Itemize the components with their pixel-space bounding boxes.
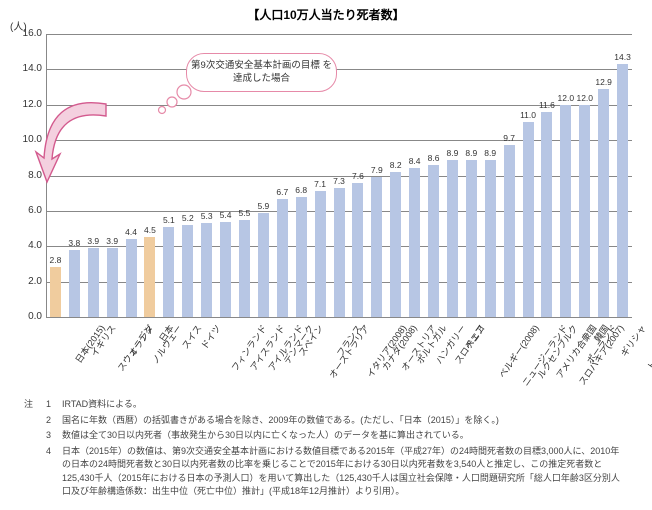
bar-value: 6.8 — [295, 185, 307, 195]
bar-value: 3.9 — [106, 236, 118, 246]
ytick-label: 16.0 — [18, 28, 42, 39]
bar — [277, 199, 288, 318]
annotation-bubble: 第9次交通安全基本計画の目標 を達成した場合 — [186, 53, 337, 92]
ytick-label: 0.0 — [18, 311, 42, 322]
highlight-arrow — [34, 96, 124, 196]
ytick-label: 14.0 — [18, 63, 42, 74]
ytick-label: 2.0 — [18, 276, 42, 287]
bar-value: 5.3 — [201, 211, 213, 221]
bar — [371, 177, 382, 317]
bar — [258, 213, 269, 317]
bar — [523, 122, 534, 317]
bar — [201, 223, 212, 317]
bar-value: 8.6 — [428, 153, 440, 163]
footnote-row: 2国名に年数（西暦）の括弧書きがある場合を除き、2009年の数値である。(ただし… — [24, 414, 626, 428]
chart-title: 【人口10万人当たり死者数】 — [0, 0, 652, 25]
footnote-row: 注1IRTAD資料による。 — [24, 398, 626, 412]
bar — [579, 105, 590, 317]
bar-value: 4.4 — [125, 227, 137, 237]
bar-value: 5.1 — [163, 215, 175, 225]
bar — [352, 183, 363, 317]
footnote-row: 4日本（2015年）の数値は、第9次交通安全基本計画における数値目標である201… — [24, 445, 626, 499]
bubble-tail — [154, 80, 194, 120]
bar — [69, 250, 80, 317]
bar-value: 2.8 — [50, 255, 62, 265]
bar-value: 11.6 — [539, 100, 555, 110]
bar-value: 5.2 — [182, 213, 194, 223]
x-label: スイス — [178, 322, 204, 351]
x-categories: 日本(2015)イギリススウェーデンオランダノルウェー日本スイスドイツフィンラン… — [46, 320, 632, 390]
bar — [50, 267, 61, 317]
bar — [409, 168, 420, 317]
bar-value: 8.9 — [465, 148, 477, 158]
ytick-label: 6.0 — [18, 205, 42, 216]
bar-value: 14.3 — [614, 52, 631, 62]
bar — [182, 225, 193, 317]
bar-value: 8.4 — [409, 156, 421, 166]
bar — [390, 172, 401, 317]
footnotes: 注1IRTAD資料による。 2国名に年数（西暦）の括弧書きがある場合を除き、200… — [22, 396, 628, 501]
bar-value: 7.3 — [333, 176, 345, 186]
bar — [220, 222, 231, 318]
bubble-text: 第9次交通安全基本計画の目標 を達成した場合 — [187, 60, 336, 85]
bar — [447, 160, 458, 317]
x-axis — [46, 317, 632, 318]
bar — [315, 191, 326, 317]
bar — [504, 145, 515, 317]
bar — [126, 239, 137, 317]
bar-value: 7.6 — [352, 171, 364, 181]
bar-value: 12.0 — [576, 93, 593, 103]
bar-value: 3.8 — [68, 238, 80, 248]
bar-value: 7.1 — [314, 179, 326, 189]
bar-value: 8.9 — [484, 148, 496, 158]
x-label: チェコ — [462, 322, 488, 352]
bar — [163, 227, 174, 317]
bar — [107, 248, 118, 317]
chart-page: 【人口10万人当たり死者数】 (人) 0.02.04.06.08.010.012… — [0, 0, 652, 510]
bar-value: 12.0 — [558, 93, 575, 103]
bar — [334, 188, 345, 317]
bar — [617, 64, 628, 317]
bar-value: 7.9 — [371, 165, 383, 175]
bar — [466, 160, 477, 317]
bar-value: 5.9 — [257, 201, 269, 211]
bar — [541, 112, 552, 317]
bar — [485, 160, 496, 317]
bar — [560, 105, 571, 317]
bar — [598, 89, 609, 317]
bar-value: 3.9 — [87, 236, 99, 246]
bar-value: 11.0 — [520, 110, 536, 120]
bar-value: 12.9 — [595, 77, 612, 87]
bar — [88, 248, 99, 317]
bar-value: 5.4 — [220, 210, 232, 220]
bar-value: 9.7 — [503, 133, 515, 143]
bar — [144, 237, 155, 317]
bar-value: 8.9 — [446, 148, 458, 158]
footnote-row: 3数値は全て30日以内死者（事故発生から30日以内に亡くなった人）のデータを基に… — [24, 429, 626, 443]
bar — [296, 197, 307, 317]
bar-value: 6.7 — [276, 187, 288, 197]
bar-value: 8.2 — [390, 160, 402, 170]
bar-value: 5.5 — [239, 208, 251, 218]
ytick-label: 4.0 — [18, 240, 42, 251]
bar-value: 4.5 — [144, 225, 156, 235]
bar — [428, 165, 439, 317]
bars-container: 2.8 3.8 3.9 3.9 4.4 4.5 5.1 5.2 5.3 5.4 5.5 5.9 6.7 6… — [46, 34, 632, 317]
bar — [239, 220, 250, 317]
